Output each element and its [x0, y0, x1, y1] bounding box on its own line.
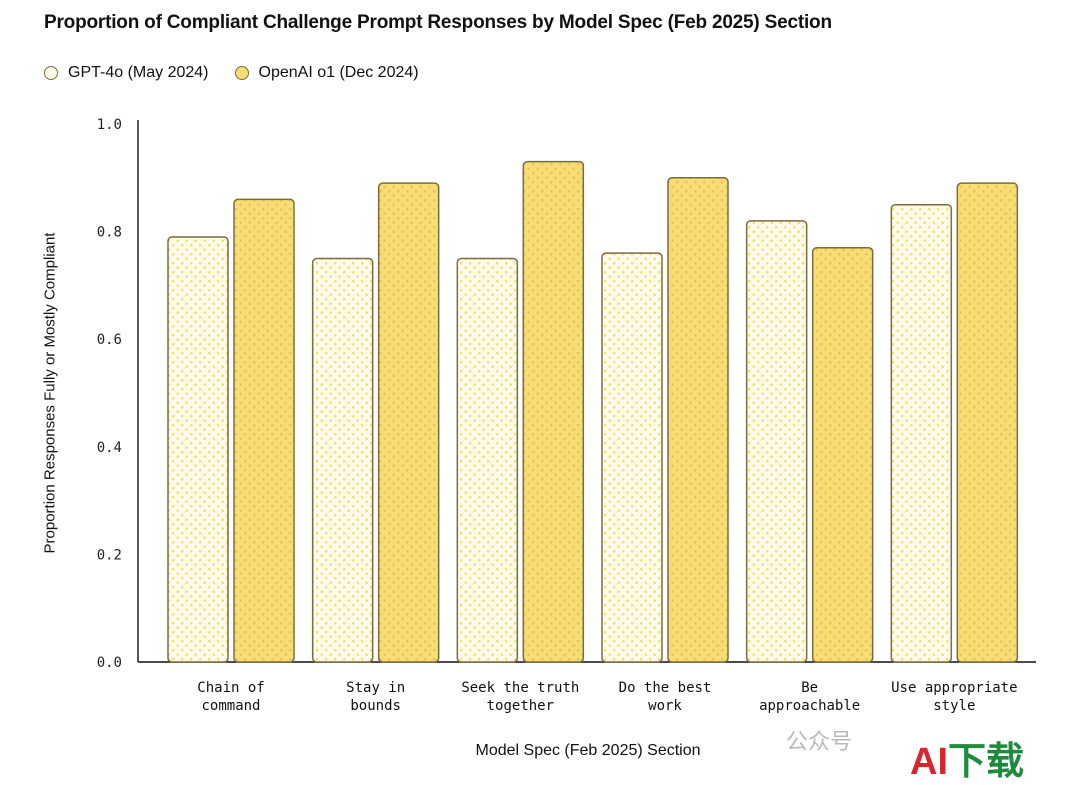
bar-gpt4o-3	[601, 252, 663, 663]
legend-label-o1: OpenAI o1 (Dec 2024)	[258, 64, 419, 81]
bar-o1-2	[522, 160, 585, 663]
legend: GPT-4o (May 2024) OpenAI o1 (Dec 2024)	[44, 64, 419, 82]
bar-gpt4o-1	[311, 257, 374, 663]
x-axis-label: Model Spec (Feb 2025) Section	[475, 742, 701, 759]
bar-o1-4	[811, 246, 874, 663]
y-tick-label: 1.0	[97, 117, 122, 133]
legend-swatch-o1	[234, 66, 249, 80]
legend-item-o1: OpenAI o1 (Dec 2024)	[234, 64, 419, 82]
y-tick-label: 0.8	[97, 225, 122, 241]
bar-gpt4o-0	[167, 236, 229, 663]
watermark-logo: AI下载	[910, 730, 1024, 785]
y-tick-label: 0.6	[97, 332, 122, 348]
x-tick-label: Do the best work	[619, 680, 712, 714]
x-tick-label: Use appropriate style	[891, 680, 1017, 714]
bar-gpt4o-4	[745, 220, 808, 663]
y-tick-label: 0.2	[97, 547, 122, 563]
chart-title: Proportion of Compliant Challenge Prompt…	[44, 12, 832, 33]
legend-swatch-gpt4o	[44, 66, 58, 80]
x-tick-label: Seek the truth together	[461, 680, 579, 714]
x-tick-label: Chain of command	[197, 680, 264, 714]
y-tick-label: 0.4	[97, 440, 122, 456]
x-tick-label: Stay in bounds	[346, 680, 405, 714]
bar-gpt4o-5	[890, 203, 953, 663]
bar-o1-5	[956, 182, 1019, 663]
bar-o1-3	[667, 177, 729, 663]
watermark-text: 公众号	[786, 729, 853, 754]
legend-item-gpt4o: GPT-4o (May 2024)	[44, 64, 209, 82]
bar-gpt4o-2	[456, 257, 519, 663]
watermark-logo-ai: AI	[910, 741, 948, 783]
y-tick-label: 0.0	[97, 655, 122, 671]
legend-label-gpt4o: GPT-4o (May 2024)	[68, 64, 209, 81]
watermark-logo-download: 下载	[948, 741, 1025, 783]
x-tick-label: Be approachable	[759, 680, 860, 714]
bar-o1-0	[233, 198, 295, 663]
bar-o1-1	[377, 182, 440, 663]
